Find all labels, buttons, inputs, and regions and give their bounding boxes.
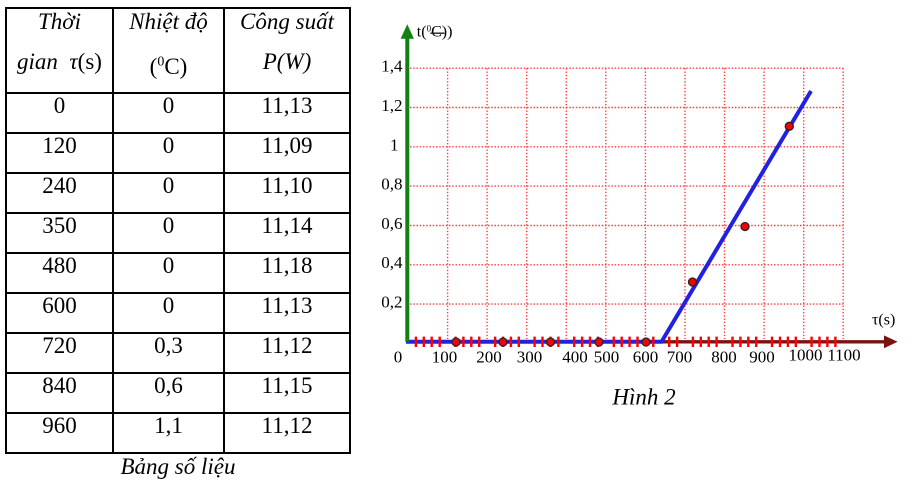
svg-text:100: 100 <box>432 348 458 367</box>
svg-text:Hình 2: Hình 2 <box>611 385 675 410</box>
svg-text:t(0C)): t(0C)) <box>417 24 453 41</box>
svg-text:0,2: 0,2 <box>381 293 402 312</box>
svg-text:1100: 1100 <box>827 346 860 365</box>
svg-text:400: 400 <box>562 348 588 367</box>
svg-text:300: 300 <box>517 348 543 367</box>
svg-text:0: 0 <box>394 348 403 367</box>
svg-text:1,4: 1,4 <box>381 57 403 76</box>
svg-text:1,2: 1,2 <box>381 96 402 115</box>
svg-text:900: 900 <box>749 348 775 367</box>
svg-text:0,4: 0,4 <box>381 253 403 272</box>
svg-text:1: 1 <box>390 135 399 154</box>
svg-text:500: 500 <box>594 348 620 367</box>
svg-text:0,6: 0,6 <box>381 214 402 233</box>
svg-text:600: 600 <box>633 348 659 367</box>
svg-text:200: 200 <box>476 348 502 367</box>
svg-text:1000: 1000 <box>789 346 823 365</box>
svg-text:0,8: 0,8 <box>381 175 402 194</box>
svg-text:700: 700 <box>667 348 693 367</box>
svg-text:800: 800 <box>711 348 737 367</box>
svg-text:τ(s): τ(s) <box>872 312 895 329</box>
